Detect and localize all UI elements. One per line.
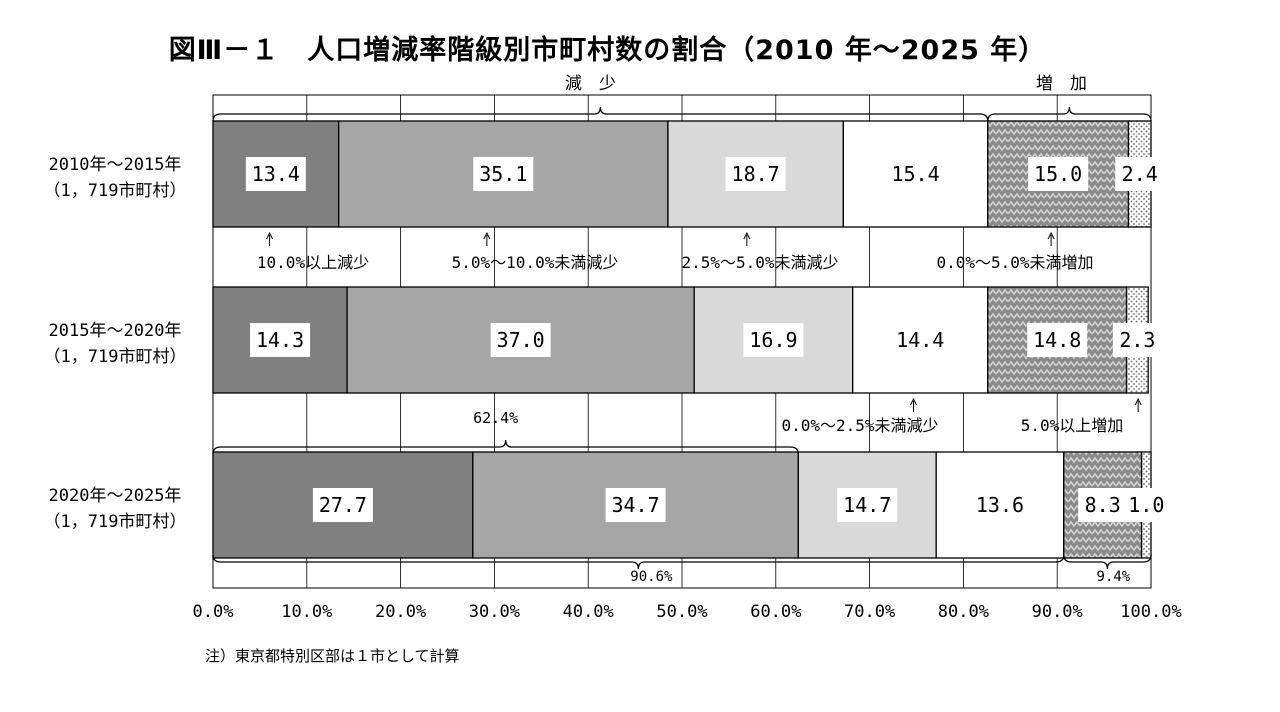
increase-label: 増 加 [1036, 74, 1087, 94]
footnote: 注）東京都特別区部は１市として計算 [205, 647, 460, 665]
data-label: 35.1 [479, 162, 527, 186]
row-label: 2020年～2025年 [49, 486, 182, 506]
data-label-box [490, 323, 551, 357]
data-label-box [725, 157, 786, 191]
x-tick-label: 80.0% [938, 602, 989, 622]
subtotal-label: 62.4% [473, 409, 518, 427]
data-label: 15.0 [1034, 162, 1082, 186]
row-labels: 2010年～2015年 （1，719市町村） 2015年～2020年 （1，719市町… [44, 155, 187, 532]
data-label-box [250, 323, 311, 357]
data-label: 16.9 [749, 328, 797, 352]
x-tick-label: 100.0% [1120, 602, 1181, 622]
bar-segment [852, 286, 989, 394]
data-label-box [312, 488, 373, 522]
data-label-box [245, 157, 306, 191]
data-label: 1.0 [1128, 493, 1164, 517]
row-label-count: （1，719市町村） [44, 512, 187, 532]
subtotal-brace [212, 439, 799, 455]
data-label: 14.8 [1033, 328, 1081, 352]
series-label: 5.0%以上増加 [1021, 416, 1124, 435]
decrease-total-brace [212, 554, 1065, 570]
callout-arrow-head [483, 231, 491, 240]
data-label-box [1028, 157, 1089, 191]
data-label: 13.6 [976, 493, 1024, 517]
series-label: 5.0%～10.0%未満減少 [452, 253, 619, 272]
x-tick-label: 60.0% [750, 602, 801, 622]
row-label-count: （1，719市町村） [44, 181, 187, 201]
data-label: 37.0 [497, 328, 545, 352]
callout-arrow-head [743, 231, 751, 240]
decrease-brace [212, 106, 989, 122]
data-label: 13.4 [252, 162, 300, 186]
increase-total-label: 9.4% [1097, 569, 1131, 585]
bar-segment [842, 120, 989, 228]
data-label-box [743, 323, 804, 357]
chart-title: 図Ⅲ－１ 人口増減率階級別市町村数の割合（2010 年～2025 年） [168, 35, 1047, 66]
bars: 13.4 35.1 18.7 15.4 15.0 2.4 14.3 37.0 16.9 14.4 1… [212, 120, 1171, 559]
data-label: 14.4 [896, 328, 944, 352]
data-label-box [1112, 323, 1162, 357]
x-tick-label: 70.0% [844, 602, 895, 622]
x-tick-label: 0.0% [193, 602, 234, 622]
data-label: 15.4 [891, 162, 939, 186]
data-label-box [1078, 488, 1128, 522]
series-label: 0.0%～2.5%未満減少 [781, 416, 938, 435]
callout-arrow-head [266, 231, 274, 240]
increase-total-brace [1063, 554, 1152, 570]
x-tick-label: 50.0% [656, 602, 707, 622]
x-tick-label: 90.0% [1032, 602, 1083, 622]
data-label: 14.7 [843, 493, 891, 517]
row-label: 2010年～2015年 [49, 155, 182, 175]
data-label-box [1115, 157, 1165, 191]
data-label: 27.7 [319, 493, 367, 517]
series-label: 0.0%～5.0%未満増加 [936, 253, 1093, 272]
x-axis: 0.0% 10.0% 20.0% 30.0% 40.0% 50.0% 60.0% 70.0% 8… [193, 602, 1182, 622]
series-label: 2.5%～5.0%未満減少 [681, 253, 838, 272]
decrease-label: 減 少 [565, 74, 616, 94]
callout-arrow-head [1134, 397, 1142, 406]
data-label-box [473, 157, 534, 191]
annotations: 減 少 増 加 62.4% 90.6% 9.4% 10.0%以上減少 5.0%～10.0%未… [212, 74, 1152, 585]
increase-brace [987, 106, 1152, 122]
data-label-box [1027, 323, 1088, 357]
row-label: 2015年～2020年 [49, 321, 182, 341]
callout-arrow-head [1047, 231, 1055, 240]
data-label: 2.3 [1119, 328, 1155, 352]
data-label: 8.3 [1085, 493, 1121, 517]
data-label: 18.7 [732, 162, 780, 186]
data-label: 2.4 [1122, 162, 1158, 186]
x-tick-label: 20.0% [375, 602, 426, 622]
x-tick-label: 30.0% [469, 602, 520, 622]
x-tick-label: 10.0% [281, 602, 332, 622]
data-label-box [605, 488, 666, 522]
callout-arrow-head [910, 397, 917, 406]
row-label-count: （1，719市町村） [44, 347, 187, 367]
series-label: 10.0%以上減少 [257, 253, 369, 272]
data-label-box [1121, 488, 1171, 522]
data-label-box [837, 488, 898, 522]
decrease-total-label: 90.6% [630, 569, 673, 585]
x-tick-label: 40.0% [563, 602, 614, 622]
data-label: 34.7 [611, 493, 659, 517]
data-label: 14.3 [256, 328, 304, 352]
